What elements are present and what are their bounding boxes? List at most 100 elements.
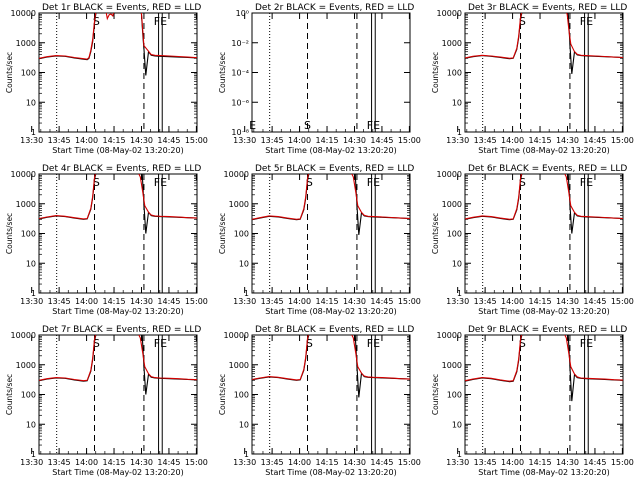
y-tick-label: 1 [31,289,36,298]
marker-letter: FE [154,15,167,28]
x-tick-label: 14:45 [157,458,180,467]
y-axis-label: Counts/sec [218,52,227,93]
chart-title: Det 4r BLACK = Events, RED = LLD [42,164,201,174]
x-tick-label: 14:30 [130,136,153,145]
x-tick-label: 13:30 [233,297,256,306]
x-tick-label: 14:30 [343,458,366,467]
x-tick-label: 14:45 [583,136,606,145]
x-tick-label: 15:00 [611,136,634,145]
plot-frame [38,173,198,294]
x-tick-label: 14:30 [343,136,366,145]
x-tick-label: 15:00 [611,297,634,306]
x-tick-label: 14:45 [370,458,393,467]
series-line-lld [465,335,623,382]
x-tick-label: 14:00 [75,297,98,306]
x-tick-label: 14:00 [75,136,98,145]
x-axis-label: Start Time (08-May-02 13:20:20) [478,146,609,155]
y-tick-label: 10000 [11,331,36,340]
x-tick-label: 14:15 [316,136,339,145]
x-tick-label: 14:30 [343,297,366,306]
y-tick-label: 100 [447,391,462,400]
y-axis-label: Counts/sec [5,374,14,415]
x-tick-label: 13:30 [446,136,469,145]
x-tick-label: 14:45 [370,136,393,145]
x-tick-label: 14:00 [288,297,311,306]
x-tick-label: 13:45 [48,136,71,145]
series-line-lld [465,13,623,59]
y-tick-label: 10000 [224,331,249,340]
y-tick-label: 1000 [442,39,462,48]
x-tick-label: 13:45 [474,458,497,467]
marker-letter: S [304,119,311,132]
x-tick-label: 14:30 [130,297,153,306]
plot-frame [464,12,624,133]
x-tick-label: 13:45 [474,136,497,145]
x-axis-label: Start Time (08-May-02 13:20:20) [265,468,396,477]
marker-letter: FE [154,176,167,189]
x-tick-label: 14:15 [103,297,126,306]
y-tick-label: 10 [239,420,249,429]
y-axis-label: Counts/sec [218,374,227,415]
series-line-events [465,13,623,74]
y-tick-label: 10 [452,259,462,268]
x-tick-label: 15:00 [611,458,634,467]
x-axis-label: Start Time (08-May-02 13:20:20) [265,146,396,155]
chart-title: Det 8r BLACK = Events, RED = LLD [255,325,414,335]
y-tick-label: 10 [26,420,36,429]
x-axis-label: Start Time (08-May-02 13:20:20) [478,468,609,477]
chart-panel-6: Det 6r BLACK = Events, RED = LLD 1 10 100 10… [431,164,634,316]
y-tick-label: 100 [447,230,462,239]
x-tick-label: 15:00 [398,136,421,145]
y-tick-label: 10000 [437,170,462,179]
x-tick-label: 14:45 [157,136,180,145]
y-tick-label: 100 [447,69,462,78]
x-tick-label: 13:30 [446,458,469,467]
y-tick-label: 10000 [437,331,462,340]
x-tick-label: 14:30 [556,297,579,306]
chart-title: Det 7r BLACK = Events, RED = LLD [42,325,201,335]
x-tick-label: 14:15 [529,458,552,467]
y-tick-label: 1000 [16,200,36,209]
series-line-lld [39,13,197,60]
plot-frame [464,173,624,294]
x-tick-label: 15:00 [185,297,208,306]
x-tick-label: 14:00 [501,136,524,145]
chart-title: Det 1r BLACK = Events, RED = LLD [42,3,201,13]
marker-letter: E [249,119,256,132]
x-tick-label: 15:00 [398,297,421,306]
series-line-events [39,174,197,234]
plot-frame [38,334,198,455]
x-tick-label: 13:30 [20,297,43,306]
chart-title: Det 6r BLACK = Events, RED = LLD [468,164,627,174]
x-tick-label: 14:45 [157,297,180,306]
y-tick-label: 1 [457,289,462,298]
x-axis-label: Start Time (08-May-02 13:20:20) [52,468,183,477]
marker-letter: FE [154,337,167,350]
x-tick-label: 15:00 [185,458,208,467]
series-line-events [252,174,410,235]
chart-panel-5: Det 5r BLACK = Events, RED = LLD 1 10 100 10… [218,164,421,316]
x-axis-label: Start Time (08-May-02 13:20:20) [265,307,396,316]
x-tick-label: 13:45 [48,297,71,306]
y-tick-label: 1000 [442,200,462,209]
y-tick-label: 1000 [16,39,36,48]
x-tick-label: 14:45 [583,297,606,306]
chart-panel-7: Det 7r BLACK = Events, RED = LLD 1 10 100 10… [5,325,208,477]
x-axis-label: Start Time (08-May-02 13:20:20) [52,146,183,155]
y-tick-label: 100 [21,69,36,78]
x-tick-label: 14:45 [370,297,393,306]
y-tick-label: 1000 [16,361,36,370]
y-tick-label: 10⁻⁸ [231,128,249,137]
series-line-lld [252,174,410,220]
y-tick-label: 1000 [442,361,462,370]
x-tick-label: 13:30 [233,458,256,467]
marker-letter: S [519,337,526,350]
x-tick-label: 13:45 [261,458,284,467]
x-tick-label: 13:45 [48,458,71,467]
series-line-lld [39,335,197,382]
chart-panel-9: Det 9r BLACK = Events, RED = LLD 1 10 100 10… [431,325,634,477]
y-tick-label: 1 [457,128,462,137]
x-tick-label: 13:45 [261,136,284,145]
x-tick-label: 14:45 [583,458,606,467]
plot-frame [251,334,411,455]
